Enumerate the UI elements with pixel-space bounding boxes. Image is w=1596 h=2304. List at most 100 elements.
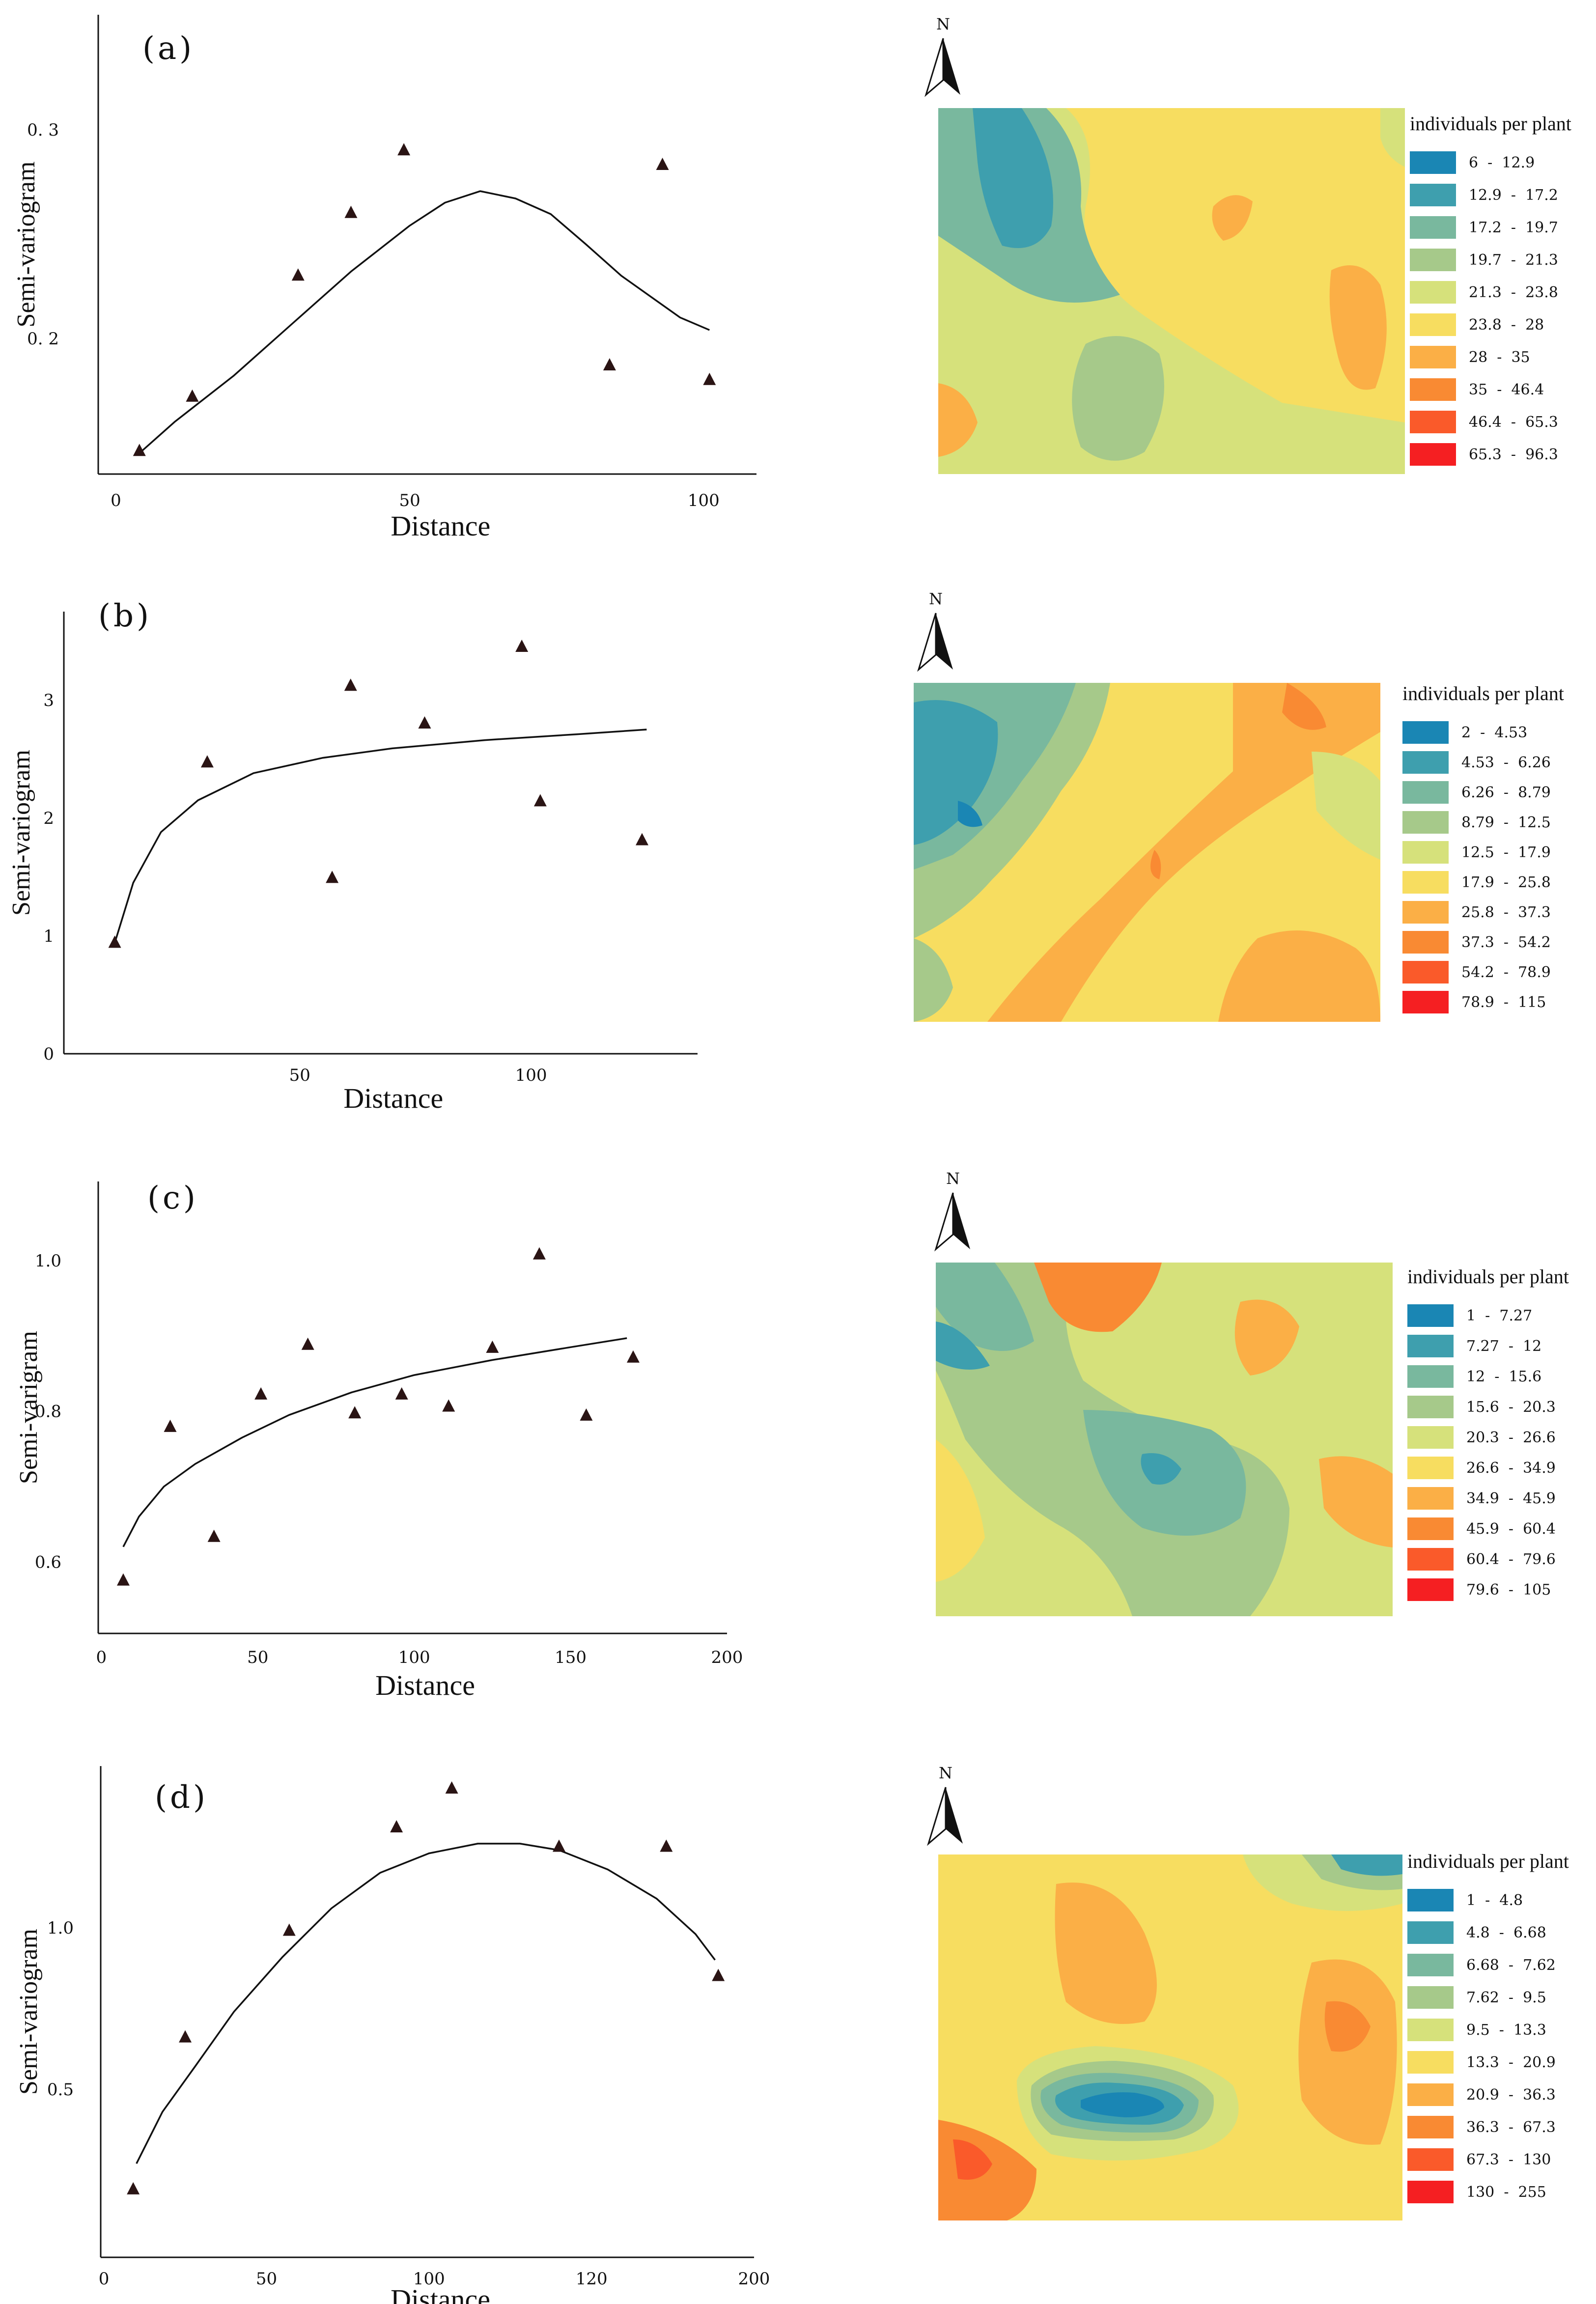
legend-range-label: 37.3 - 54.2 bbox=[1461, 933, 1551, 951]
legend-swatch bbox=[1402, 781, 1449, 804]
legend-item: 23.8 - 28 bbox=[1410, 313, 1544, 336]
legend-item: 6.26 - 8.79 bbox=[1402, 781, 1551, 804]
legend-range-label: 12 - 15.6 bbox=[1466, 1368, 1542, 1385]
chart-d-x-title: Distance bbox=[391, 2283, 490, 2304]
legend-range-label: 6 - 12.9 bbox=[1469, 154, 1535, 171]
legend-item: 17.2 - 19.7 bbox=[1410, 216, 1558, 239]
legend-swatch bbox=[1410, 216, 1456, 239]
chart-a-x-tick-label: 0 bbox=[111, 491, 121, 510]
legend-item: 28 - 35 bbox=[1410, 346, 1530, 368]
legend-title: individuals per plant bbox=[1407, 1265, 1569, 1288]
legend-swatch bbox=[1410, 281, 1456, 304]
legend-title: individuals per plant bbox=[1410, 112, 1571, 135]
legend-item: 7.27 - 12 bbox=[1407, 1335, 1541, 1357]
legend-swatch bbox=[1410, 443, 1456, 466]
legend-swatch bbox=[1402, 721, 1449, 744]
legend-range-label: 19.7 - 21.3 bbox=[1469, 251, 1558, 269]
legend-swatch bbox=[1407, 1426, 1454, 1449]
legend-item: 130 - 255 bbox=[1407, 2181, 1546, 2203]
chart-b-data-point bbox=[515, 640, 529, 652]
map-c-surface bbox=[936, 1263, 1393, 1616]
legend-item: 34.9 - 45.9 bbox=[1407, 1487, 1556, 1510]
legend-swatch bbox=[1402, 751, 1449, 774]
chart-b-fit-curve bbox=[113, 729, 647, 943]
chart-c-data-point bbox=[580, 1408, 593, 1421]
legend-item: 36.3 - 67.3 bbox=[1407, 2116, 1556, 2138]
north-arrow-icon bbox=[924, 38, 960, 97]
legend-range-label: 4.53 - 6.26 bbox=[1461, 754, 1551, 771]
chart-c-data-point bbox=[207, 1529, 221, 1542]
legend-range-label: 35 - 46.4 bbox=[1469, 381, 1544, 398]
legend-range-label: 1 - 7.27 bbox=[1466, 1307, 1533, 1324]
chart-c-panel-label: (c) bbox=[147, 1180, 198, 1216]
chart-d-y-tick-label: 1.0 bbox=[47, 1918, 74, 1938]
legend-swatch bbox=[1410, 411, 1456, 433]
north-label: N bbox=[946, 1169, 960, 1188]
legend-item: 67.3 - 130 bbox=[1407, 2148, 1551, 2171]
legend-swatch bbox=[1407, 2148, 1454, 2171]
chart-a-y-tick-label: 0. 2 bbox=[27, 329, 59, 349]
legend-swatch bbox=[1410, 378, 1456, 401]
chart-a-data-point bbox=[603, 358, 616, 370]
legend-range-label: 45.9 - 60.4 bbox=[1466, 1520, 1556, 1538]
chart-b-y-title: Semi-variogram bbox=[7, 750, 35, 916]
legend-item: 19.7 - 21.3 bbox=[1410, 249, 1558, 271]
chart-a-data-point bbox=[397, 143, 411, 156]
chart-c-data-point bbox=[348, 1406, 362, 1419]
chart-a-x-tick-label: 100 bbox=[688, 491, 720, 510]
chart-b-y-tick-label: 1 bbox=[43, 927, 54, 946]
legend-range-label: 17.2 - 19.7 bbox=[1469, 219, 1558, 236]
legend-swatch bbox=[1402, 901, 1449, 924]
north-label: N bbox=[936, 15, 950, 33]
chart-b-y-tick-label: 2 bbox=[43, 809, 54, 828]
legend-swatch bbox=[1402, 961, 1449, 983]
legend-range-label: 60.4 - 79.6 bbox=[1466, 1550, 1556, 1568]
legend-range-label: 4.8 - 6.68 bbox=[1466, 1924, 1546, 1941]
chart-c-x-tick-label: 0 bbox=[96, 1648, 107, 1667]
legend-item: 20.3 - 26.6 bbox=[1407, 1426, 1556, 1449]
legend-item: 15.6 - 20.3 bbox=[1407, 1396, 1556, 1418]
chart-c-x-tick-label: 200 bbox=[711, 1648, 743, 1667]
map-a-surface bbox=[938, 108, 1405, 474]
legend-title: individuals per plant bbox=[1402, 682, 1564, 704]
legend-swatch bbox=[1407, 1986, 1454, 2009]
legend-range-label: 2 - 4.53 bbox=[1461, 724, 1528, 741]
chart-c-data-point bbox=[626, 1350, 640, 1363]
legend-range-label: 6.26 - 8.79 bbox=[1461, 784, 1551, 801]
legend-swatch bbox=[1407, 1335, 1454, 1357]
chart-d-x-tick-label: 120 bbox=[576, 2269, 608, 2289]
legend-item: 6.68 - 7.62 bbox=[1407, 1954, 1556, 1976]
legend-range-label: 46.4 - 65.3 bbox=[1469, 413, 1558, 431]
chart-c-x-tick-label: 50 bbox=[247, 1648, 268, 1667]
chart-d-data-point bbox=[127, 2182, 140, 2194]
legend-swatch bbox=[1402, 841, 1449, 864]
legend-range-label: 65.3 - 96.3 bbox=[1469, 446, 1558, 463]
chart-a-data-point bbox=[344, 205, 358, 218]
legend-swatch bbox=[1402, 931, 1449, 954]
legend-item: 9.5 - 13.3 bbox=[1407, 2019, 1546, 2041]
legend-swatch bbox=[1402, 871, 1449, 894]
legend-title: individuals per plant bbox=[1407, 1850, 1569, 1872]
legend-swatch bbox=[1410, 151, 1456, 174]
chart-c-y-title: Semi-varigram bbox=[15, 1331, 43, 1484]
legend-a: individuals per plant 6 - 12.9 12.9 - 17.2… bbox=[1410, 112, 1592, 476]
chart-a-data-point bbox=[656, 158, 669, 170]
legend-swatch bbox=[1407, 2051, 1454, 2074]
chart-a-y-title: Semi-variogram bbox=[12, 162, 40, 328]
legend-item: 25.8 - 37.3 bbox=[1402, 901, 1551, 924]
legend-item: 79.6 - 105 bbox=[1407, 1578, 1551, 1601]
chart-d-data-point bbox=[390, 1820, 403, 1832]
legend-swatch bbox=[1407, 1921, 1454, 1944]
chart-b-y-tick-label: 3 bbox=[43, 691, 54, 710]
chart-a-data-point bbox=[703, 372, 716, 385]
chart-c-y-tick-label: 0.6 bbox=[35, 1552, 61, 1572]
legend-range-label: 9.5 - 13.3 bbox=[1466, 2021, 1546, 2039]
chart-a-data-point bbox=[291, 268, 305, 281]
legend-swatch bbox=[1410, 184, 1456, 206]
chart-a-x-title: Distance bbox=[391, 510, 490, 542]
chart-a-panel-label: (a) bbox=[142, 30, 195, 67]
legend-item: 21.3 - 23.8 bbox=[1410, 281, 1558, 304]
north-arrow-icon bbox=[927, 1787, 963, 1846]
map-a bbox=[938, 108, 1405, 474]
map-b bbox=[914, 683, 1380, 1022]
